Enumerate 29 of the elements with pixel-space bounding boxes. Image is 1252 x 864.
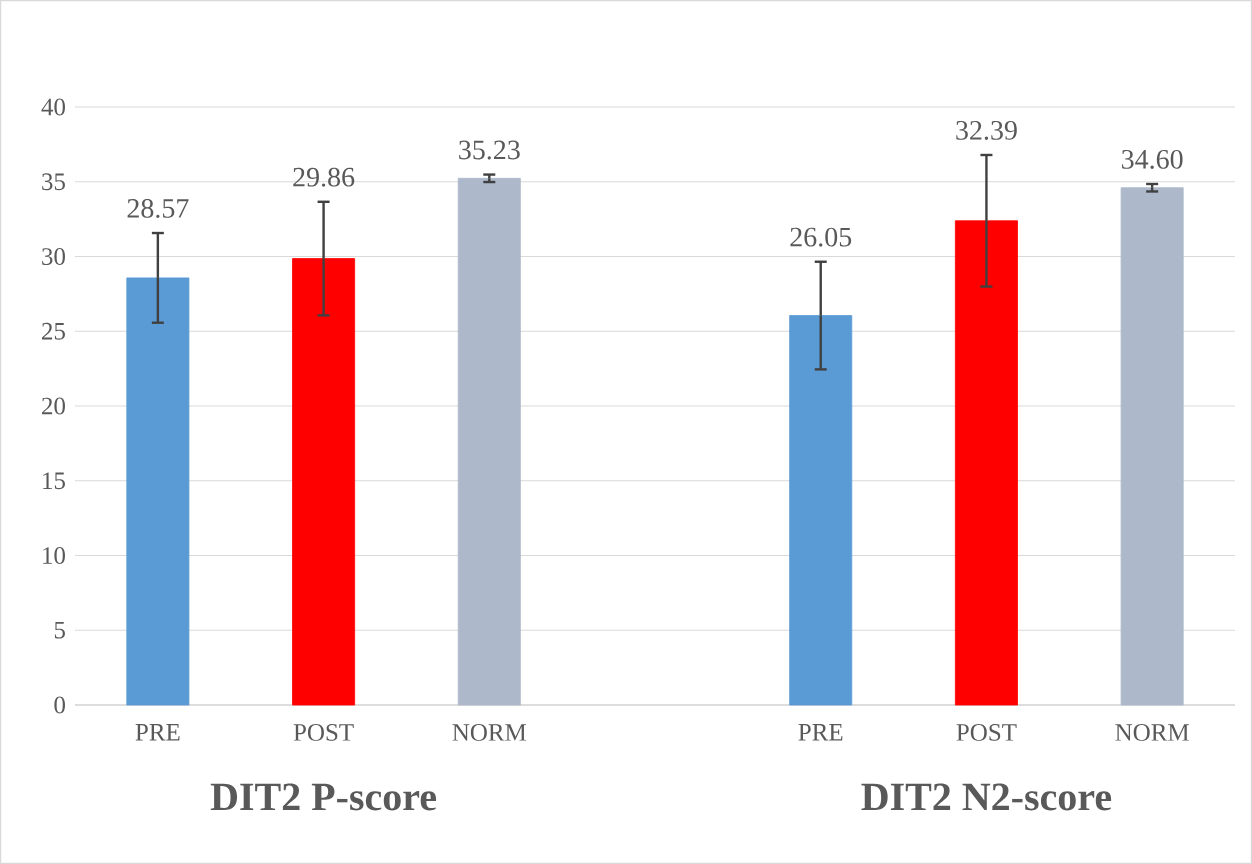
y-tick-label: 40	[41, 98, 65, 116]
x-tick-label: PRE	[798, 724, 843, 741]
bar	[954, 220, 1018, 706]
bar	[789, 315, 853, 706]
text: DIT2 N2-score	[861, 783, 1112, 811]
data-label: 34.60	[1122, 149, 1183, 169]
data-label: 35.23	[459, 140, 520, 160]
bar	[292, 258, 356, 706]
text: DIT2 P-score	[210, 783, 437, 811]
x-tick-label: NORM	[1115, 724, 1189, 741]
x-tick-label: POST	[293, 724, 354, 741]
data-label: 28.57	[127, 198, 189, 218]
data-label: 29.86	[293, 167, 355, 187]
bar	[1120, 187, 1184, 706]
y-tick-label: 10	[43, 547, 65, 564]
y-tick-label: 30	[42, 248, 65, 265]
y-tick-label: 20	[42, 397, 65, 415]
y-tick-label: 0	[54, 696, 65, 714]
data-label: 32.39	[956, 120, 1017, 140]
y-tick-label: 25	[42, 322, 65, 340]
data-label: 26.05	[790, 227, 852, 247]
x-tick-label: NORM	[452, 724, 527, 741]
x-tick-label: POST	[956, 724, 1017, 741]
bar	[457, 177, 521, 706]
x-tick-label: PRE	[135, 724, 180, 741]
y-tick-label: 15	[43, 472, 65, 490]
y-tick-label: 35	[42, 173, 65, 191]
y-tick-label: 5	[54, 621, 65, 639]
bar	[126, 277, 190, 706]
